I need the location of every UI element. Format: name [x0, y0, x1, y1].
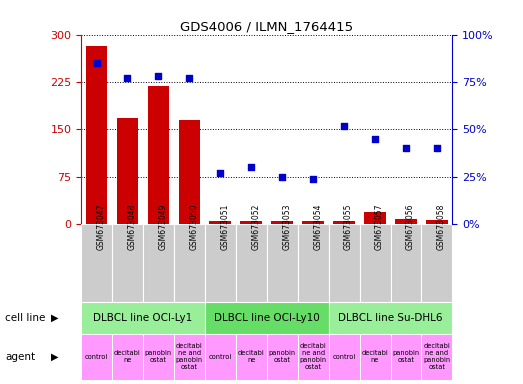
Bar: [81, 334, 112, 380]
Text: GSM673058: GSM673058: [437, 204, 446, 250]
Text: GSM673051: GSM673051: [220, 204, 229, 250]
Text: control: control: [209, 354, 232, 360]
Bar: [422, 334, 452, 380]
Bar: [328, 334, 360, 380]
Bar: [298, 224, 328, 302]
Bar: [426, 220, 448, 224]
Text: GSM673057: GSM673057: [375, 203, 384, 250]
Text: GSM673048: GSM673048: [128, 204, 137, 250]
Point: [402, 145, 410, 151]
Point: [278, 174, 287, 180]
Bar: [178, 120, 200, 224]
Point: [123, 75, 132, 81]
Bar: [147, 86, 169, 224]
Text: DLBCL line Su-DHL6: DLBCL line Su-DHL6: [338, 313, 443, 323]
Bar: [395, 219, 417, 224]
Bar: [81, 224, 112, 302]
Text: GSM673049: GSM673049: [158, 203, 167, 250]
Bar: [391, 224, 422, 302]
Bar: [298, 334, 328, 380]
Bar: [391, 334, 422, 380]
Bar: [271, 221, 293, 224]
Bar: [360, 334, 391, 380]
Text: agent: agent: [5, 352, 36, 362]
Text: GSM673054: GSM673054: [313, 203, 322, 250]
Text: decitabi
ne: decitabi ne: [114, 351, 141, 364]
Bar: [86, 46, 107, 224]
Bar: [241, 221, 262, 224]
Point: [247, 164, 255, 170]
Bar: [205, 224, 236, 302]
Bar: [236, 224, 267, 302]
Title: GDS4006 / ILMN_1764415: GDS4006 / ILMN_1764415: [180, 20, 354, 33]
Text: GSM673053: GSM673053: [282, 203, 291, 250]
Text: ▶: ▶: [51, 313, 59, 323]
Point: [185, 75, 194, 81]
Text: decitabi
ne: decitabi ne: [362, 351, 389, 364]
Bar: [302, 221, 324, 224]
Text: panobin
ostat: panobin ostat: [269, 351, 296, 364]
Point: [371, 136, 379, 142]
Text: panobin
ostat: panobin ostat: [145, 351, 172, 364]
Point: [309, 175, 317, 182]
Text: GSM673056: GSM673056: [406, 203, 415, 250]
Bar: [143, 224, 174, 302]
Text: cell line: cell line: [5, 313, 46, 323]
Bar: [267, 334, 298, 380]
Bar: [333, 221, 355, 224]
Text: decitabi
ne and
panobin
ostat: decitabi ne and panobin ostat: [423, 343, 450, 371]
Text: control: control: [85, 354, 108, 360]
Bar: [112, 224, 143, 302]
Text: GSM673047: GSM673047: [97, 203, 106, 250]
Bar: [236, 334, 267, 380]
Bar: [174, 224, 205, 302]
Text: GSM673052: GSM673052: [251, 204, 260, 250]
Bar: [267, 224, 298, 302]
Point: [433, 145, 441, 151]
Bar: [117, 118, 138, 224]
Text: ▶: ▶: [51, 352, 59, 362]
Point: [340, 122, 348, 129]
Text: GSM673055: GSM673055: [344, 203, 353, 250]
Point: [216, 170, 224, 176]
Bar: [364, 212, 386, 224]
Bar: [328, 224, 360, 302]
Text: GSM673050: GSM673050: [189, 203, 198, 250]
Bar: [360, 224, 391, 302]
Text: DLBCL line OCI-Ly10: DLBCL line OCI-Ly10: [214, 313, 320, 323]
Bar: [210, 221, 231, 224]
Text: DLBCL line OCI-Ly1: DLBCL line OCI-Ly1: [93, 313, 192, 323]
Text: decitabi
ne and
panobin
ostat: decitabi ne and panobin ostat: [300, 343, 327, 371]
Bar: [143, 334, 174, 380]
Text: control: control: [333, 354, 356, 360]
Text: decitabi
ne and
panobin
ostat: decitabi ne and panobin ostat: [176, 343, 203, 371]
Bar: [328, 302, 452, 334]
Point: [154, 73, 163, 79]
Text: panobin
ostat: panobin ostat: [392, 351, 419, 364]
Bar: [112, 334, 143, 380]
Bar: [174, 334, 205, 380]
Bar: [205, 334, 236, 380]
Bar: [205, 302, 328, 334]
Bar: [422, 224, 452, 302]
Point: [93, 60, 101, 66]
Bar: [81, 302, 205, 334]
Text: decitabi
ne: decitabi ne: [238, 351, 265, 364]
